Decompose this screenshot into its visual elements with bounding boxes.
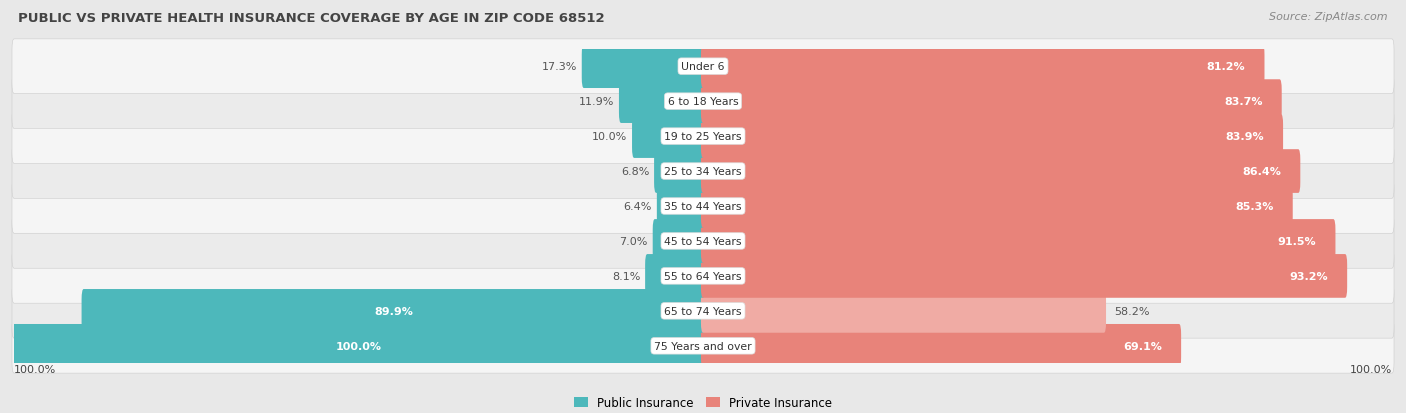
FancyBboxPatch shape	[702, 45, 1264, 89]
FancyBboxPatch shape	[13, 324, 704, 368]
Text: 11.9%: 11.9%	[579, 97, 614, 107]
FancyBboxPatch shape	[702, 115, 1284, 159]
Text: 83.7%: 83.7%	[1223, 97, 1263, 107]
Text: Under 6: Under 6	[682, 62, 724, 72]
Text: 100.0%: 100.0%	[336, 341, 381, 351]
FancyBboxPatch shape	[702, 290, 1107, 333]
Text: 100.0%: 100.0%	[14, 364, 56, 374]
Text: 55 to 64 Years: 55 to 64 Years	[664, 271, 742, 281]
FancyBboxPatch shape	[13, 179, 1393, 234]
FancyBboxPatch shape	[702, 185, 1292, 228]
Text: 25 to 34 Years: 25 to 34 Years	[664, 166, 742, 177]
Text: 10.0%: 10.0%	[592, 132, 627, 142]
Text: PUBLIC VS PRIVATE HEALTH INSURANCE COVERAGE BY AGE IN ZIP CODE 68512: PUBLIC VS PRIVATE HEALTH INSURANCE COVER…	[18, 12, 605, 25]
FancyBboxPatch shape	[13, 214, 1393, 268]
FancyBboxPatch shape	[652, 220, 704, 263]
Text: 35 to 44 Years: 35 to 44 Years	[664, 202, 742, 211]
Text: 93.2%: 93.2%	[1289, 271, 1327, 281]
Text: 83.9%: 83.9%	[1225, 132, 1264, 142]
FancyBboxPatch shape	[13, 145, 1393, 199]
FancyBboxPatch shape	[13, 284, 1393, 338]
FancyBboxPatch shape	[619, 80, 704, 123]
FancyBboxPatch shape	[702, 324, 1181, 368]
FancyBboxPatch shape	[82, 290, 704, 333]
Text: 75 Years and over: 75 Years and over	[654, 341, 752, 351]
FancyBboxPatch shape	[702, 254, 1347, 298]
FancyBboxPatch shape	[582, 45, 704, 89]
Text: 6.8%: 6.8%	[621, 166, 650, 177]
Text: 58.2%: 58.2%	[1115, 306, 1150, 316]
Text: 85.3%: 85.3%	[1234, 202, 1274, 211]
Text: 6 to 18 Years: 6 to 18 Years	[668, 97, 738, 107]
Text: 86.4%: 86.4%	[1241, 166, 1281, 177]
Text: 7.0%: 7.0%	[620, 236, 648, 247]
FancyBboxPatch shape	[645, 254, 704, 298]
Text: 19 to 25 Years: 19 to 25 Years	[664, 132, 742, 142]
FancyBboxPatch shape	[702, 220, 1336, 263]
Text: 91.5%: 91.5%	[1278, 236, 1316, 247]
FancyBboxPatch shape	[13, 249, 1393, 304]
Text: 45 to 54 Years: 45 to 54 Years	[664, 236, 742, 247]
FancyBboxPatch shape	[13, 109, 1393, 164]
FancyBboxPatch shape	[702, 150, 1301, 193]
FancyBboxPatch shape	[13, 75, 1393, 129]
Legend: Public Insurance, Private Insurance: Public Insurance, Private Insurance	[569, 392, 837, 413]
FancyBboxPatch shape	[13, 319, 1393, 373]
Text: 89.9%: 89.9%	[374, 306, 413, 316]
Text: 8.1%: 8.1%	[612, 271, 640, 281]
FancyBboxPatch shape	[13, 40, 1393, 94]
Text: Source: ZipAtlas.com: Source: ZipAtlas.com	[1270, 12, 1388, 22]
FancyBboxPatch shape	[654, 150, 704, 193]
FancyBboxPatch shape	[633, 115, 704, 159]
Text: 65 to 74 Years: 65 to 74 Years	[664, 306, 742, 316]
FancyBboxPatch shape	[657, 185, 704, 228]
Text: 100.0%: 100.0%	[1350, 364, 1392, 374]
Text: 69.1%: 69.1%	[1123, 341, 1161, 351]
Text: 81.2%: 81.2%	[1206, 62, 1246, 72]
Text: 17.3%: 17.3%	[541, 62, 576, 72]
Text: 6.4%: 6.4%	[624, 202, 652, 211]
FancyBboxPatch shape	[702, 80, 1282, 123]
